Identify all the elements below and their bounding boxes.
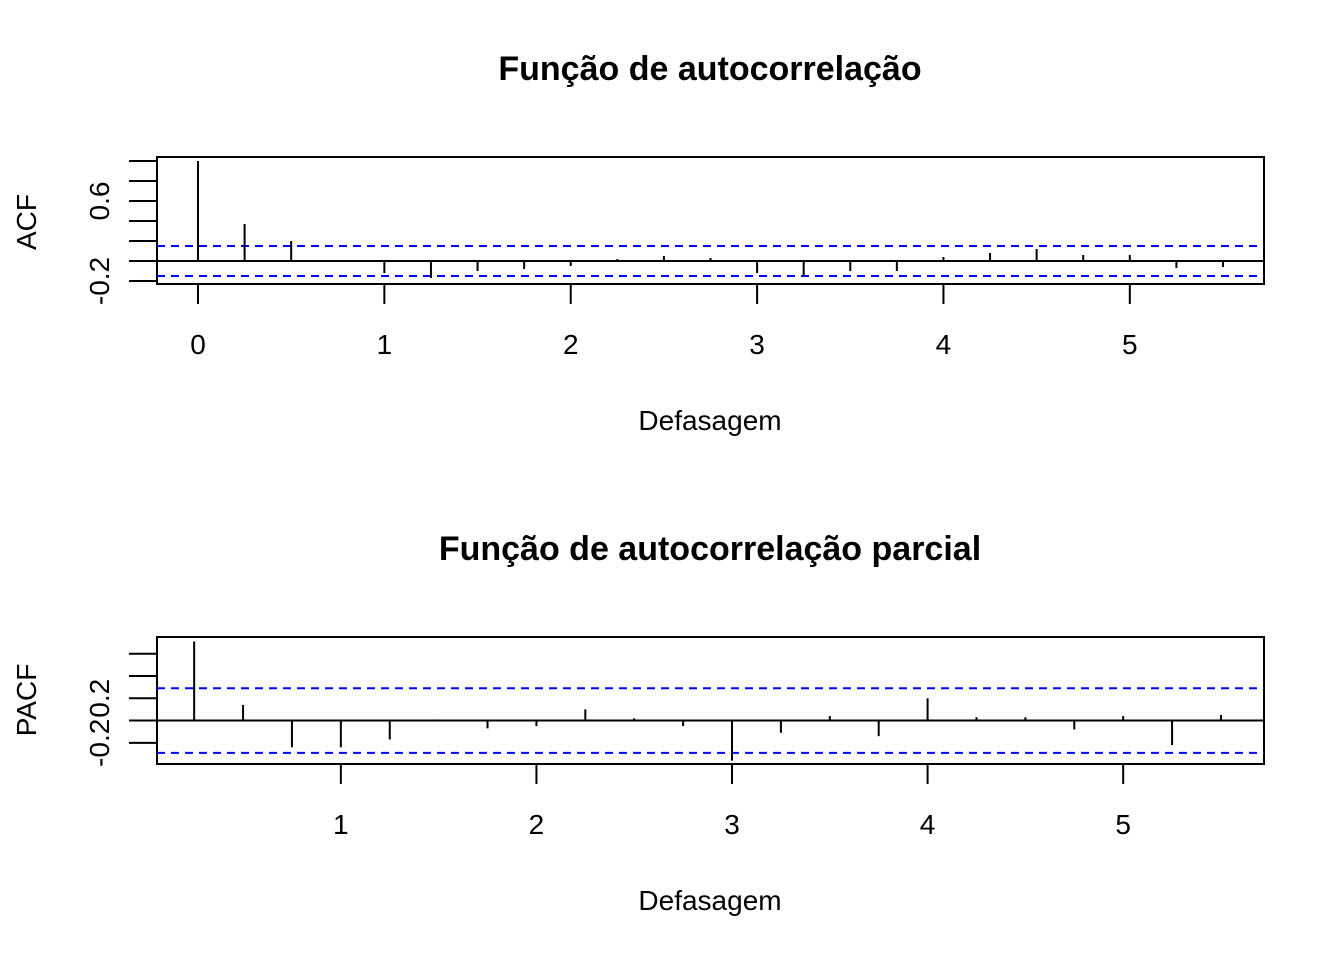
pacf-x-tick-label: 2 [529, 809, 545, 840]
acf-x-tick-label: 0 [190, 329, 206, 360]
acf-chart-title: Função de autocorrelação [498, 50, 921, 88]
pacf-x-tick-label: 1 [333, 809, 349, 840]
acf-x-tick-label: 3 [749, 329, 765, 360]
acf-x-tick-label: 2 [563, 329, 579, 360]
pacf-marks: 1 2 3 4 5 -0.20.2 [84, 641, 1264, 840]
pacf-x-axis-label: Defasagem [638, 885, 781, 916]
pacf-x-tick-label: 3 [724, 809, 740, 840]
acf-plot-frame [156, 156, 1265, 285]
acf-y-tick-label: 0.6 [84, 182, 115, 221]
acf-y-axis-label: ACF [11, 194, 42, 250]
pacf-panel: Função de autocorrelação parcial 1 2 3 4 5 -0… [11, 530, 1265, 916]
acf-x-axis-label: Defasagem [638, 405, 781, 436]
acf-panel: Função de autocorrelação 0 1 2 3 4 5 -0.2 0.6 D… [11, 50, 1265, 436]
pacf-y-axis-label: PACF [11, 664, 42, 737]
pacf-x-tick-label: 4 [920, 809, 936, 840]
acf-y-tick-label: -0.2 [84, 257, 115, 305]
acf-x-tick-label: 5 [1122, 329, 1138, 360]
pacf-chart-title: Função de autocorrelação parcial [439, 530, 981, 568]
pacf-y-tick-label: -0.2 [84, 719, 115, 767]
acf-x-tick-label: 1 [377, 329, 393, 360]
acf-x-tick-label: 4 [936, 329, 952, 360]
pacf-plot-frame [156, 636, 1265, 765]
pacf-y-tick-label: 0.2 [84, 679, 115, 718]
acf-marks: 0 1 2 3 4 5 -0.2 0.6 [84, 160, 1264, 360]
pacf-x-tick-label: 5 [1115, 809, 1131, 840]
